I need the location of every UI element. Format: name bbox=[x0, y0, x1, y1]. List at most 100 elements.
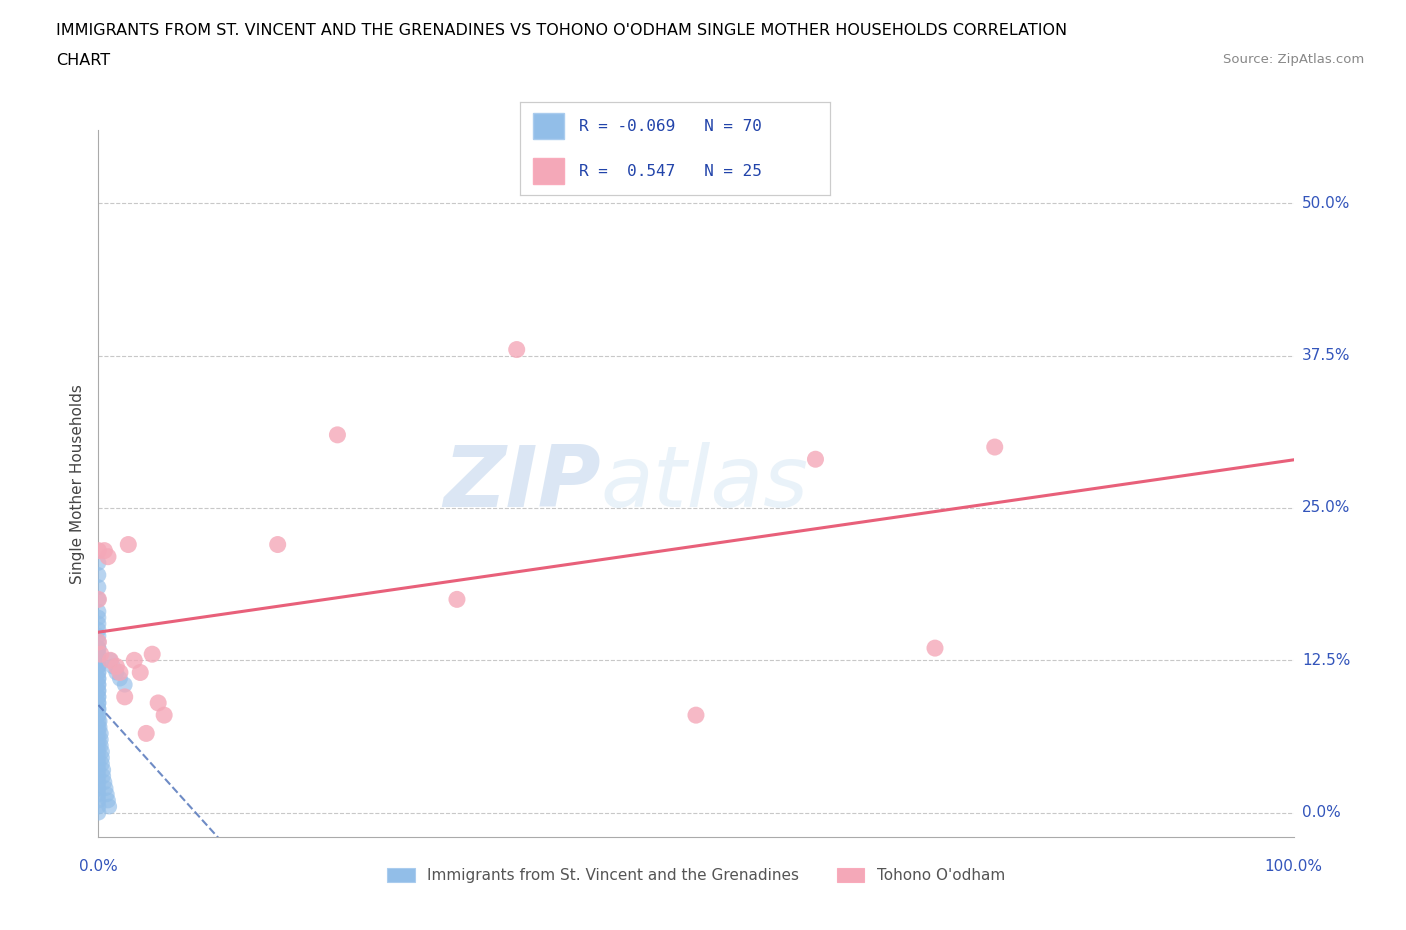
Point bbox=[87, 732, 110, 747]
Text: 37.5%: 37.5% bbox=[1302, 348, 1350, 363]
Point bbox=[87, 646, 110, 661]
Point bbox=[90, 646, 112, 661]
Point bbox=[87, 653, 110, 668]
Point bbox=[87, 720, 110, 735]
Point bbox=[87, 708, 110, 723]
Point bbox=[87, 775, 110, 790]
Point bbox=[91, 756, 114, 771]
Point bbox=[87, 677, 110, 692]
Point bbox=[90, 738, 112, 753]
Point bbox=[94, 781, 117, 796]
Point bbox=[87, 793, 110, 808]
Point bbox=[87, 751, 110, 765]
Text: ZIP: ZIP bbox=[443, 442, 600, 525]
Point bbox=[87, 787, 110, 802]
FancyBboxPatch shape bbox=[533, 113, 564, 140]
Point bbox=[98, 799, 121, 814]
Point bbox=[105, 665, 128, 680]
Point bbox=[87, 653, 110, 668]
Point bbox=[108, 671, 131, 686]
Point bbox=[87, 622, 110, 637]
Point bbox=[114, 689, 136, 704]
Point bbox=[983, 440, 1005, 455]
Point bbox=[87, 591, 110, 606]
Text: 12.5%: 12.5% bbox=[1302, 653, 1350, 668]
Point bbox=[267, 538, 290, 552]
Text: atlas: atlas bbox=[600, 442, 808, 525]
Text: 50.0%: 50.0% bbox=[1302, 196, 1350, 211]
FancyBboxPatch shape bbox=[533, 158, 564, 184]
Point bbox=[141, 646, 163, 661]
Point bbox=[135, 726, 157, 741]
Point bbox=[87, 708, 110, 723]
Point bbox=[87, 634, 110, 649]
Point bbox=[96, 787, 118, 802]
Point bbox=[148, 696, 170, 711]
Point bbox=[87, 805, 110, 820]
Point bbox=[108, 665, 131, 680]
Point bbox=[91, 768, 114, 783]
Point bbox=[90, 732, 112, 747]
Text: R =  0.547   N = 25: R = 0.547 N = 25 bbox=[579, 164, 762, 179]
Point bbox=[87, 646, 110, 661]
Point bbox=[114, 677, 136, 692]
Point bbox=[91, 751, 114, 765]
Point bbox=[87, 617, 110, 631]
Point bbox=[87, 756, 110, 771]
Point bbox=[87, 689, 110, 704]
Point bbox=[105, 659, 128, 674]
Point bbox=[87, 714, 110, 729]
Point bbox=[87, 671, 110, 686]
Point bbox=[87, 610, 110, 625]
Text: CHART: CHART bbox=[56, 53, 110, 68]
Point bbox=[87, 684, 110, 698]
Point bbox=[326, 428, 349, 443]
Point bbox=[91, 744, 114, 759]
Point bbox=[87, 634, 110, 649]
Point bbox=[98, 653, 122, 668]
Point bbox=[87, 579, 110, 594]
Point bbox=[98, 653, 122, 668]
Text: 0.0%: 0.0% bbox=[79, 859, 118, 874]
Point bbox=[129, 665, 152, 680]
Point bbox=[101, 659, 124, 674]
Point bbox=[87, 665, 110, 680]
Point bbox=[87, 738, 110, 753]
Point bbox=[87, 726, 110, 741]
Point bbox=[506, 342, 529, 357]
Point bbox=[446, 591, 468, 606]
Point bbox=[89, 714, 111, 729]
Point bbox=[93, 775, 115, 790]
Point bbox=[685, 708, 707, 723]
Point bbox=[124, 653, 146, 668]
Point bbox=[87, 641, 110, 656]
Point bbox=[87, 799, 110, 814]
Point bbox=[87, 768, 110, 783]
Point bbox=[87, 684, 110, 698]
Point bbox=[87, 763, 110, 777]
Point bbox=[87, 665, 110, 680]
Legend: Immigrants from St. Vincent and the Grenadines, Tohono O'odham: Immigrants from St. Vincent and the Gren… bbox=[381, 862, 1011, 889]
Point bbox=[87, 677, 110, 692]
Point bbox=[87, 701, 110, 716]
Point bbox=[87, 659, 110, 674]
Text: Source: ZipAtlas.com: Source: ZipAtlas.com bbox=[1223, 53, 1364, 66]
Point bbox=[91, 763, 114, 777]
Text: IMMIGRANTS FROM ST. VINCENT AND THE GRENADINES VS TOHONO O'ODHAM SINGLE MOTHER H: IMMIGRANTS FROM ST. VINCENT AND THE GREN… bbox=[56, 23, 1067, 38]
Point bbox=[924, 641, 946, 656]
Y-axis label: Single Mother Households: Single Mother Households bbox=[70, 384, 86, 583]
Point bbox=[117, 538, 139, 552]
Point bbox=[87, 567, 110, 582]
Text: 100.0%: 100.0% bbox=[1264, 859, 1323, 874]
Point bbox=[97, 550, 120, 565]
Point bbox=[90, 726, 112, 741]
Point bbox=[89, 720, 111, 735]
Point bbox=[87, 659, 110, 674]
Point bbox=[87, 591, 110, 606]
Point bbox=[87, 555, 110, 570]
Point bbox=[153, 708, 176, 723]
Point bbox=[97, 793, 120, 808]
Point bbox=[87, 641, 110, 656]
Point bbox=[87, 543, 110, 558]
Point bbox=[87, 629, 110, 644]
